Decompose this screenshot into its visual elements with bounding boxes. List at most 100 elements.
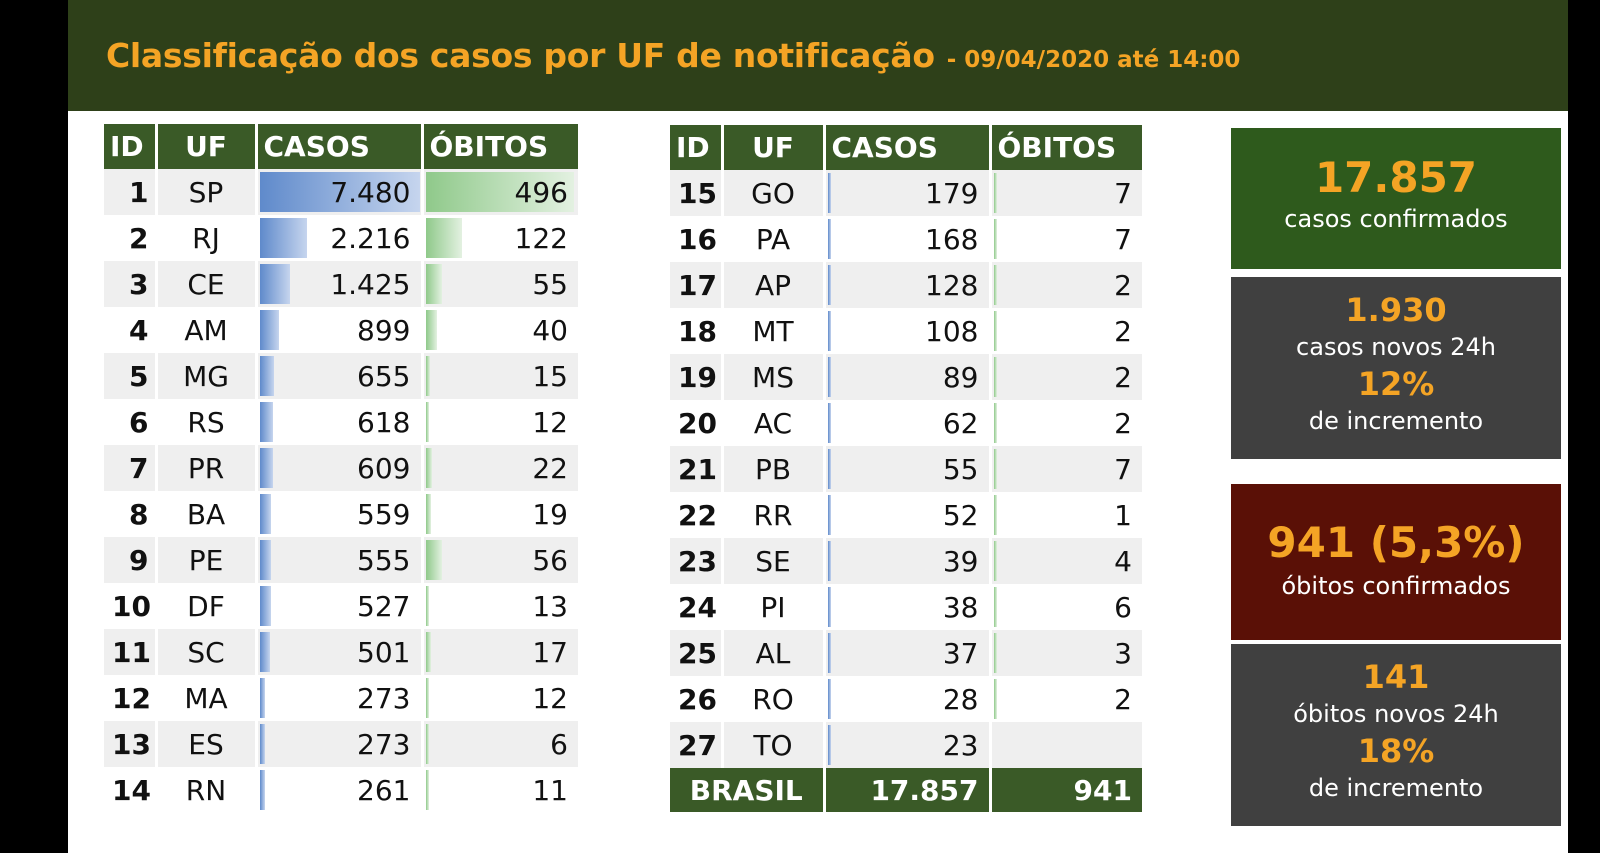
- casos-data-bar: [259, 724, 266, 764]
- obitos-value: 2: [1114, 360, 1132, 394]
- table-row: 4 AM 899 40: [104, 307, 578, 353]
- cell-casos: 62: [824, 400, 992, 446]
- obitos-data-bar: [993, 541, 997, 581]
- cell-uf: GO: [722, 170, 826, 216]
- cell-uf: RJ: [156, 215, 258, 261]
- new-cases-value: 1.930: [1345, 291, 1447, 329]
- cell-id: 27: [670, 722, 724, 768]
- obitos-value: 6: [1114, 590, 1132, 624]
- obitos-value: 40: [532, 313, 568, 347]
- new-deaths-pct: 18%: [1357, 732, 1435, 770]
- total-row: BRASIL 17.857 941: [670, 768, 1142, 812]
- col-header-uf: UF: [722, 125, 826, 170]
- obitos-data-bar: [425, 770, 429, 810]
- obitos-data-bar: [425, 540, 443, 580]
- cell-uf: RO: [722, 676, 826, 722]
- cell-obitos: 2: [990, 262, 1142, 308]
- obitos-data-bar: [993, 265, 997, 305]
- cell-obitos: 7: [990, 446, 1142, 492]
- cell-id: 26: [670, 676, 724, 722]
- cell-id: 6: [104, 399, 158, 445]
- table-row: 17 AP 128 2: [670, 262, 1142, 308]
- cell-obitos: 2: [990, 676, 1142, 722]
- casos-value: 108: [925, 314, 979, 348]
- table-row: 13 ES 273 6: [104, 721, 578, 767]
- cell-id: 22: [670, 492, 724, 538]
- obitos-data-bar: [425, 402, 430, 442]
- obitos-value: 55: [532, 267, 568, 301]
- casos-data-bar: [259, 172, 420, 212]
- casos-value: 261: [357, 773, 411, 807]
- cell-casos: 555: [256, 537, 424, 583]
- cell-obitos: [990, 722, 1142, 768]
- cell-id: 14: [104, 767, 158, 813]
- casos-value: 23: [942, 728, 979, 762]
- obitos-data-bar: [425, 494, 432, 534]
- cell-uf: DF: [156, 583, 258, 629]
- deaths-value: 941 (5,3%): [1267, 518, 1525, 567]
- cell-id: 16: [670, 216, 724, 262]
- table-row: 10 DF 527 13: [104, 583, 578, 629]
- cell-id: 17: [670, 262, 724, 308]
- total-obitos: 941: [990, 768, 1142, 812]
- obitos-data-bar: [425, 310, 438, 350]
- table-row: 27 TO 23: [670, 722, 1142, 768]
- obitos-value: 11: [532, 773, 568, 807]
- cell-id: 8: [104, 491, 158, 537]
- obitos-value: 7: [1114, 452, 1132, 486]
- cell-id: 15: [670, 170, 724, 216]
- col-header-id: ID: [670, 125, 724, 170]
- table-row: 3 CE 1.425 55: [104, 261, 578, 307]
- table-row: 2 RJ 2.216 122: [104, 215, 578, 261]
- cell-id: 12: [104, 675, 158, 721]
- cell-casos: 168: [824, 216, 992, 262]
- obitos-data-bar: [425, 678, 430, 718]
- cell-uf: SE: [722, 538, 826, 584]
- casos-data-bar: [259, 310, 279, 350]
- total-casos: 17.857: [824, 768, 992, 812]
- cell-uf: PR: [156, 445, 258, 491]
- casos-data-bar: [827, 725, 831, 765]
- obitos-value: 12: [532, 405, 568, 439]
- new-deaths-value: 141: [1362, 658, 1430, 696]
- table-row: 16 PA 168 7: [670, 216, 1142, 262]
- table-row: 8 BA 559 19: [104, 491, 578, 537]
- obitos-value: 1: [1114, 498, 1132, 532]
- cell-casos: 559: [256, 491, 424, 537]
- cell-obitos: 1: [990, 492, 1142, 538]
- cell-uf: PE: [156, 537, 258, 583]
- table-header-row: ID UF CASOS ÓBITOS: [104, 124, 578, 169]
- casos-value: 179: [925, 176, 979, 210]
- obitos-data-bar: [993, 311, 997, 351]
- table-row: 19 MS 89 2: [670, 354, 1142, 400]
- cell-uf: BA: [156, 491, 258, 537]
- page-title: Classificação dos casos por UF de notifi…: [106, 36, 935, 75]
- cell-casos: 2.216: [256, 215, 424, 261]
- casos-data-bar: [259, 218, 307, 258]
- cell-casos: 38: [824, 584, 992, 630]
- casos-value: 128: [925, 268, 979, 302]
- casos-value: 52: [942, 498, 979, 532]
- cell-obitos: 13: [422, 583, 578, 629]
- casos-value: 618: [357, 405, 411, 439]
- obitos-value: 56: [532, 543, 568, 577]
- cell-obitos: 56: [422, 537, 578, 583]
- col-header-id: ID: [104, 124, 158, 169]
- table-row: 18 MT 108 2: [670, 308, 1142, 354]
- casos-data-bar: [827, 679, 831, 719]
- obitos-data-bar: [993, 219, 997, 259]
- cell-obitos: 2: [990, 354, 1142, 400]
- casos-value: 527: [357, 589, 411, 623]
- casos-value: 168: [925, 222, 979, 256]
- cell-id: 13: [104, 721, 158, 767]
- cell-obitos: 2: [990, 400, 1142, 446]
- cell-casos: 655: [256, 353, 424, 399]
- casos-value: 62: [942, 406, 979, 440]
- obitos-data-bar: [993, 679, 997, 719]
- cell-id: 18: [670, 308, 724, 354]
- cell-obitos: 7: [990, 216, 1142, 262]
- obitos-value: 122: [514, 221, 568, 255]
- casos-data-bar: [827, 587, 831, 627]
- table-row: 1 SP 7.480 496: [104, 169, 578, 215]
- confirmed-cases-value: 17.857: [1314, 153, 1478, 202]
